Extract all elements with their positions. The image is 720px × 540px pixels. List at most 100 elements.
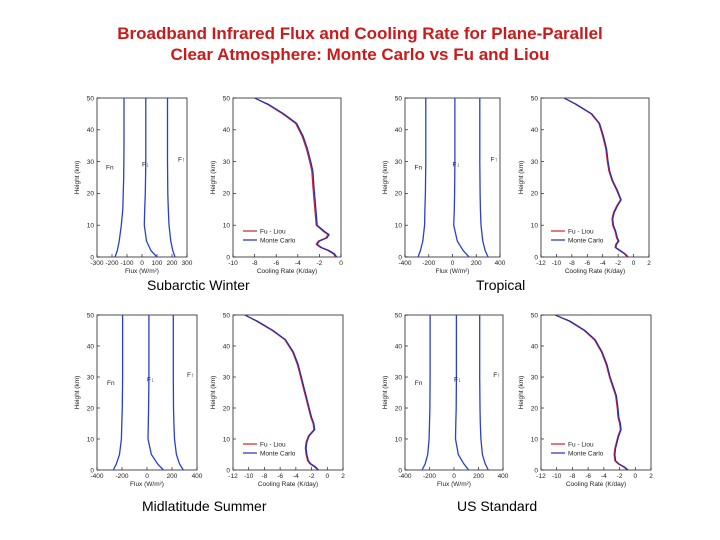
midlatitude-summer-cooling-ytick-label-3: 30 xyxy=(223,374,231,381)
tropical-cooling-frame xyxy=(540,97,650,258)
tropical-cooling-xtick-label-4: -4 xyxy=(600,260,606,267)
subarctic-winter-flux-line-2 xyxy=(166,98,176,258)
panel-caption-us-standard: US Standard xyxy=(457,498,538,514)
us-standard-cooling-ytick-label-0: 0 xyxy=(534,467,538,474)
us-standard-cooling-xlabel: Cooling Rate (K/day) xyxy=(566,481,626,488)
midlatitude-summer-cooling-ytick-label-2: 20 xyxy=(223,405,231,412)
midlatitude-summer-flux-ytick-label-3: 30 xyxy=(87,374,95,381)
midlatitude-summer-legend-label-monte-carlo: Monte Carlo xyxy=(260,450,296,457)
tropical-cooling-xtick-label-7: 2 xyxy=(647,260,651,267)
midlatitude-summer-cooling-xtick-label-3: -6 xyxy=(277,473,283,480)
tropical-cooling-ytick-label-5: 50 xyxy=(531,95,539,102)
tropical-cooling-fu-liou-line xyxy=(563,97,628,258)
subarctic-winter-cooling-xlabel: Cooling Rate (K/day) xyxy=(257,268,317,275)
subarctic-winter-flux-line-0 xyxy=(114,98,125,258)
us-standard-flux-xtick-label-0: -400 xyxy=(398,473,411,480)
subarctic-winter-legend-label-fu-liou: Fu - Liou xyxy=(260,228,286,235)
tropical-cooling-xtick-label-2: -8 xyxy=(569,260,575,267)
tropical-flux-line-2 xyxy=(479,98,489,258)
us-standard-cooling-xtick-label-1: -10 xyxy=(552,473,562,480)
tropical-cooling-xtick-label-6: 0 xyxy=(632,260,636,267)
midlatitude-summer-flux-xtick-label-0: -400 xyxy=(90,473,103,480)
midlatitude-summer-cooling-frame xyxy=(232,314,344,471)
midlatitude-summer-cooling-xtick-label-7: 2 xyxy=(341,473,345,480)
us-standard-cooling-ytick-label-1: 10 xyxy=(531,436,539,443)
us-standard-flux-label-1: F↓ xyxy=(454,377,461,384)
us-standard-cooling-ytick-label-4: 40 xyxy=(531,343,539,350)
subarctic-winter-cooling-xtick-label-5: 0 xyxy=(339,260,343,267)
title-line-1: Broadband Infrared Flux and Cooling Rate… xyxy=(117,24,603,43)
us-standard-cooling-ytick-label-3: 30 xyxy=(531,374,539,381)
midlatitude-summer-flux-xtick-label-4: 400 xyxy=(192,473,203,480)
tropical-flux-ytick-label-0: 0 xyxy=(398,254,402,261)
midlatitude-summer-flux-ytick-label-0: 0 xyxy=(90,467,94,474)
tropical-flux-ylabel: Height (km) xyxy=(382,161,389,195)
tropical-flux-label-0: Fn xyxy=(415,165,423,172)
us-standard-cooling-frame xyxy=(540,314,652,471)
subarctic-winter-flux-ytick-label-1: 10 xyxy=(87,223,95,230)
subarctic-winter-flux-frame xyxy=(96,97,188,258)
tropical-cooling-xtick-label-0: -12 xyxy=(536,260,546,267)
tropical-flux-xlabel: Flux (W/m²) xyxy=(436,268,470,275)
tropical-cooling-xtick-label-1: -10 xyxy=(552,260,562,267)
subarctic-winter-cooling-fu-liou-line xyxy=(254,97,337,258)
tropical-flux-line-0 xyxy=(417,98,427,258)
tropical-flux-ytick-label-2: 20 xyxy=(395,191,403,198)
midlatitude-summer-flux-ytick-label-5: 50 xyxy=(87,312,95,319)
subarctic-winter-cooling-xtick-label-1: -8 xyxy=(252,260,258,267)
midlatitude-summer-cooling-xtick-label-6: 0 xyxy=(325,473,329,480)
us-standard-flux-xtick-label-2: 0 xyxy=(452,473,456,480)
subarctic-winter-cooling-ytick-label-3: 30 xyxy=(223,159,231,166)
us-standard-flux-xtick-label-1: -200 xyxy=(423,473,436,480)
subarctic-winter-flux-ytick-label-0: 0 xyxy=(90,254,94,261)
midlatitude-summer-flux-xtick-label-1: -200 xyxy=(115,473,128,480)
us-standard-cooling-ytick-label-2: 20 xyxy=(531,405,539,412)
midlatitude-summer-flux-xtick-label-3: 200 xyxy=(167,473,178,480)
midlatitude-summer-cooling-ylabel: Height (km) xyxy=(210,376,217,410)
us-standard-cooling-xtick-label-6: 0 xyxy=(633,473,637,480)
midlatitude-summer-cooling-xtick-label-4: -4 xyxy=(293,473,299,480)
subarctic-winter-flux-ylabel: Height (km) xyxy=(74,161,81,195)
us-standard-flux-xlabel: Flux (W/m²) xyxy=(437,481,471,488)
subarctic-winter-cooling-ytick-label-2: 20 xyxy=(223,191,231,198)
subarctic-winter-cooling-xtick-label-2: -6 xyxy=(273,260,279,267)
subarctic-winter-flux-xtick-label-1: -200 xyxy=(105,260,118,267)
midlatitude-summer-cooling-xtick-label-5: -2 xyxy=(309,473,315,480)
subarctic-winter-flux-xtick-label-2: -100 xyxy=(120,260,133,267)
us-standard-legend-label-monte-carlo: Monte Carlo xyxy=(568,450,604,457)
tropical-flux-ytick-label-1: 10 xyxy=(395,223,403,230)
tropical-cooling-ytick-label-0: 0 xyxy=(534,254,538,261)
tropical-cooling-monte-carlo-line xyxy=(563,97,629,258)
midlatitude-summer-cooling-xlabel: Cooling Rate (K/day) xyxy=(258,481,318,488)
midlatitude-summer-cooling-monte-carlo-line xyxy=(244,314,320,471)
subarctic-winter-flux-xtick-label-6: 300 xyxy=(182,260,193,267)
subarctic-winter-flux-xlabel: Flux (W/m²) xyxy=(125,268,159,275)
subarctic-winter-flux-label-1: F↓ xyxy=(142,161,149,168)
tropical-cooling-ytick-label-1: 10 xyxy=(531,223,539,230)
subarctic-winter-flux-line-1 xyxy=(143,98,158,258)
subarctic-winter-flux-ytick-label-2: 20 xyxy=(87,191,95,198)
tropical-flux-frame xyxy=(404,97,501,258)
tropical-flux-xtick-label-0: -400 xyxy=(398,260,411,267)
midlatitude-summer-flux-line-2 xyxy=(172,315,184,471)
us-standard-flux-ytick-label-3: 30 xyxy=(395,374,403,381)
midlatitude-summer-flux-label-2: F↑ xyxy=(187,372,194,379)
subarctic-winter-flux-ytick-label-3: 30 xyxy=(87,159,95,166)
midlatitude-summer-cooling-ytick-label-5: 50 xyxy=(223,312,231,319)
midlatitude-summer-legend-label-fu-liou: Fu - Liou xyxy=(260,441,286,448)
subarctic-winter-cooling-xtick-label-4: -2 xyxy=(317,260,323,267)
tropical-flux-xtick-label-4: 400 xyxy=(495,260,506,267)
subarctic-winter-cooling-ytick-label-1: 10 xyxy=(223,223,231,230)
us-standard-cooling-xtick-label-3: -6 xyxy=(585,473,591,480)
subarctic-winter-cooling-frame xyxy=(232,97,342,258)
us-standard-cooling-ytick-label-5: 50 xyxy=(531,312,539,319)
midlatitude-summer-cooling-xtick-label-2: -8 xyxy=(262,473,268,480)
subarctic-winter-flux-ytick-label-4: 40 xyxy=(87,127,95,134)
subarctic-winter-cooling-ytick-label-5: 50 xyxy=(223,95,231,102)
midlatitude-summer-flux-xlabel: Flux (W/m²) xyxy=(130,481,164,488)
us-standard-legend-label-fu-liou: Fu - Liou xyxy=(568,441,594,448)
tropical-cooling-ytick-label-3: 30 xyxy=(531,159,539,166)
panel-caption-midlatitude-summer: Midlatitude Summer xyxy=(142,498,267,514)
tropical-flux-label-2: F↑ xyxy=(491,157,498,164)
